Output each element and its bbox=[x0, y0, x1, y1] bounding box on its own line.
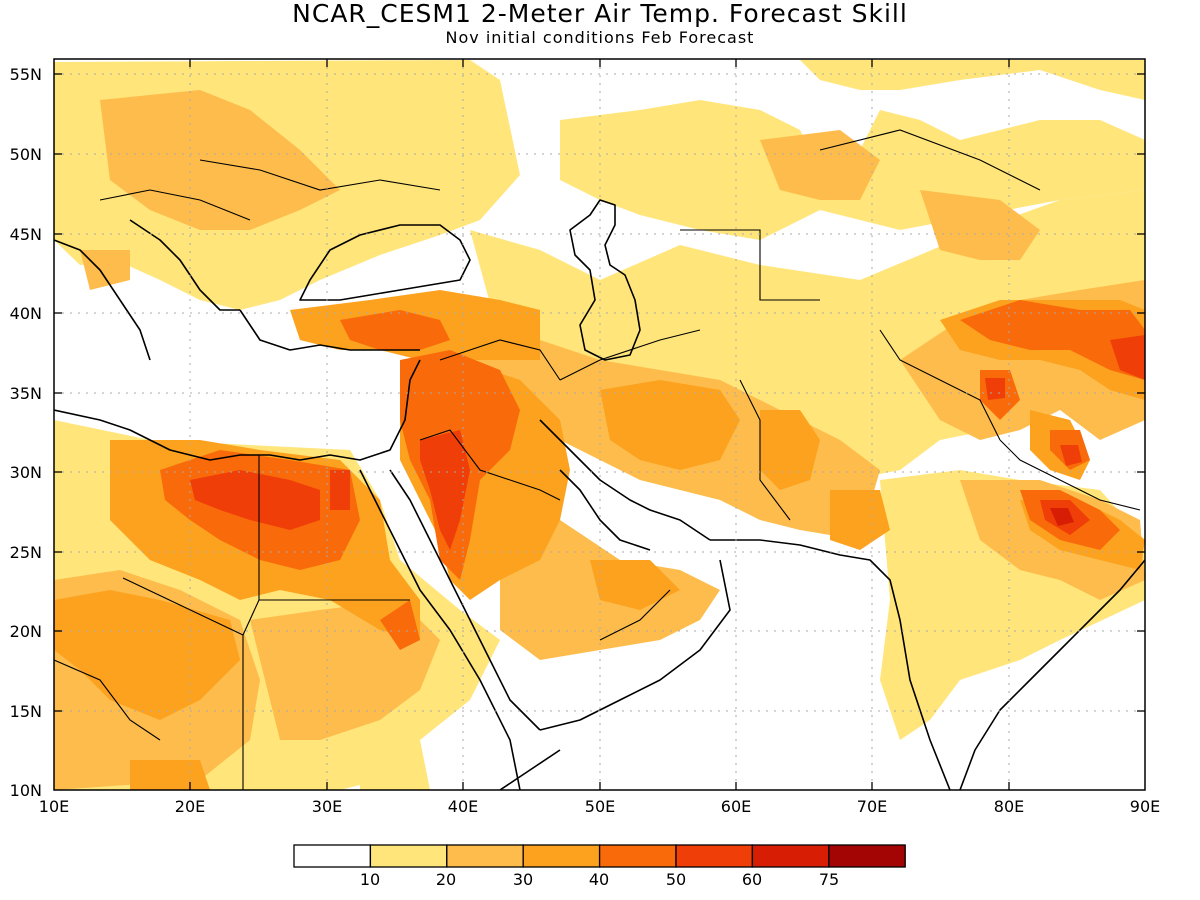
lon-label: 20E bbox=[175, 797, 205, 816]
legend-swatch bbox=[446, 844, 524, 868]
lat-label: 10N bbox=[10, 781, 42, 800]
lon-label: 10E bbox=[39, 797, 69, 816]
gridlines bbox=[54, 59, 1145, 790]
lon-label: 60E bbox=[721, 797, 751, 816]
lon-label: 80E bbox=[994, 797, 1024, 816]
lat-label: 40N bbox=[10, 304, 42, 323]
color-legend bbox=[293, 844, 906, 868]
legend-label: 50 bbox=[666, 870, 686, 889]
legend-swatch bbox=[675, 844, 754, 868]
skill-shading bbox=[54, 60, 1145, 790]
lat-label: 15N bbox=[10, 702, 42, 721]
lat-label: 50N bbox=[10, 145, 42, 164]
legend-label: 20 bbox=[436, 870, 456, 889]
lat-label: 35N bbox=[10, 384, 42, 403]
legend-swatch bbox=[522, 844, 601, 868]
lon-label: 90E bbox=[1130, 797, 1160, 816]
latitude-labels: 55N 50N 45N 40N 35N 30N 25N 20N 15N 10N bbox=[10, 65, 42, 800]
legend-label: 10 bbox=[360, 870, 380, 889]
legend-labels: 10 20 30 40 50 60 75 bbox=[360, 870, 839, 889]
lon-label: 40E bbox=[448, 797, 478, 816]
legend-label: 30 bbox=[513, 870, 533, 889]
lon-label: 30E bbox=[312, 797, 342, 816]
legend-label: 60 bbox=[742, 870, 762, 889]
map-subtitle: Nov initial conditions Feb Forecast bbox=[445, 28, 755, 47]
longitude-labels: 10E 20E 30E 40E 50E 60E 70E 80E 90E bbox=[39, 797, 1160, 816]
legend-swatch bbox=[369, 844, 448, 868]
legend-swatch bbox=[598, 844, 677, 868]
legend-swatch bbox=[828, 844, 906, 868]
lat-label: 55N bbox=[10, 65, 42, 84]
lat-label: 30N bbox=[10, 463, 42, 482]
lat-label: 20N bbox=[10, 622, 42, 641]
lon-label: 50E bbox=[585, 797, 615, 816]
lat-label: 45N bbox=[10, 225, 42, 244]
axis-ticks bbox=[54, 59, 1145, 790]
legend-swatch bbox=[751, 844, 830, 868]
borders bbox=[54, 129, 1141, 790]
legend-label: 75 bbox=[819, 870, 839, 889]
lon-label: 70E bbox=[857, 797, 887, 816]
legend-swatch bbox=[293, 844, 372, 868]
legend-label: 40 bbox=[589, 870, 609, 889]
map-title: NCAR_CESM1 2-Meter Air Temp. Forecast Sk… bbox=[292, 0, 908, 28]
lat-label: 25N bbox=[10, 543, 42, 562]
